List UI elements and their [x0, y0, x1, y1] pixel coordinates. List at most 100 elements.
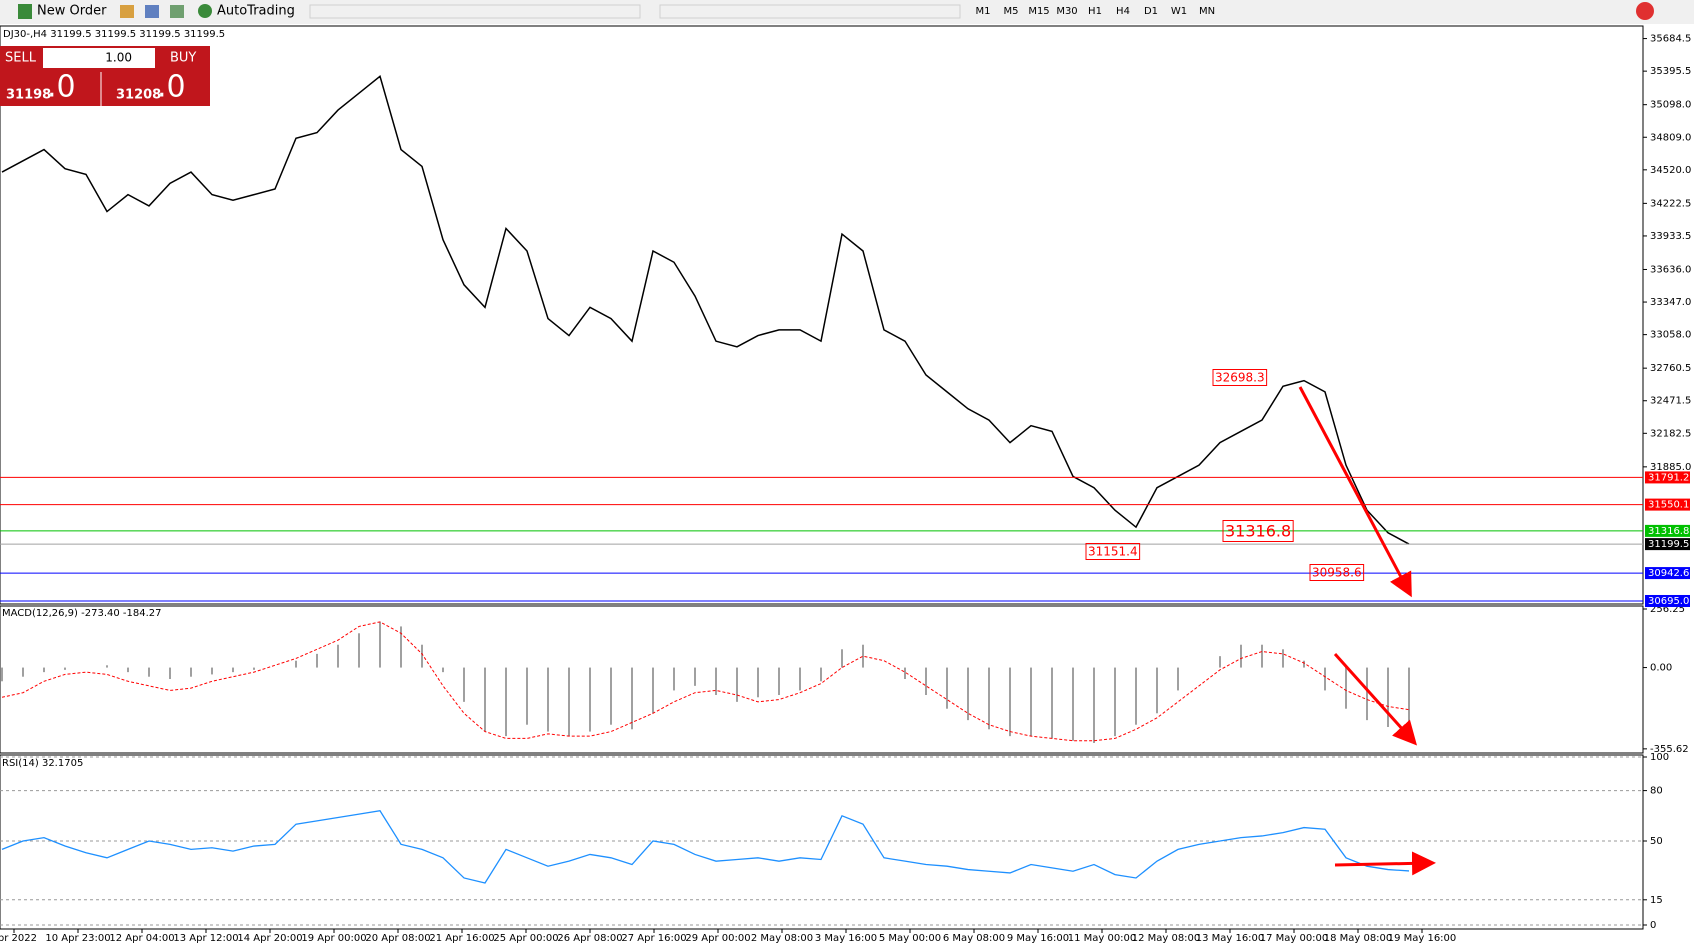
timeframe[interactable]: H1: [1088, 6, 1102, 17]
lot-box[interactable]: [43, 48, 155, 68]
x-tick-label: 27 Apr 16:00: [621, 933, 686, 944]
annotation: 31151.4: [1088, 545, 1138, 559]
x-tick-label: 13 Apr 12:00: [173, 933, 238, 944]
level-label: 31550.1: [1648, 500, 1689, 511]
new-order-icon[interactable]: [18, 4, 32, 19]
sell-button[interactable]: SELL: [5, 51, 37, 66]
tool-group: [659, 4, 961, 19]
x-tick-label: 17 May 00:00: [1260, 933, 1329, 944]
timeframe[interactable]: M30: [1056, 6, 1077, 17]
annotation: 31316.8: [1225, 522, 1291, 541]
y-tick-label: 15: [1650, 895, 1663, 906]
sell-digits[interactable]: .0: [47, 70, 76, 105]
x-tick-label: 9 May 16:00: [1007, 933, 1069, 944]
plot-area: [0, 74, 1643, 926]
level-tag: [1645, 538, 1690, 551]
autotrading[interactable]: AutoTrading: [217, 4, 295, 19]
trend-arrow: [1334, 851, 1436, 876]
x-tick-label: 26 Apr 08:00: [557, 933, 622, 944]
panel-frame: [0, 754, 1644, 930]
x-tick-label: 6 May 08:00: [943, 933, 1005, 944]
icon[interactable]: [120, 5, 134, 18]
icon[interactable]: [170, 5, 184, 18]
annotation-box: [1212, 369, 1268, 386]
x-tick-label: 19 Apr 00:00: [301, 933, 366, 944]
x-tick-label: 5 May 00:00: [879, 933, 941, 944]
level-tag: [1645, 498, 1690, 511]
x-tick-label: 12 May 08:00: [1132, 933, 1201, 944]
x-tick-label: 14 Apr 20:00: [237, 933, 302, 944]
timeframe[interactable]: W1: [1171, 6, 1187, 17]
y-tick-label: 32471.5: [1650, 396, 1691, 407]
indicator-title: RSI(14) 32.1705: [2, 758, 83, 769]
x-tick-label: 10 Apr 23:00: [45, 933, 110, 944]
x-tick-label: 18 May 08:00: [1324, 933, 1393, 944]
signal-line: [1, 621, 1410, 742]
timeframe[interactable]: M15: [1028, 6, 1049, 17]
annotation-box: [1222, 520, 1294, 542]
y-tick-label: 32182.5: [1650, 428, 1691, 439]
y-tick-label: 35684.5: [1650, 34, 1691, 45]
level-label: 30695.0: [1648, 596, 1689, 607]
timeframe[interactable]: H4: [1116, 6, 1130, 17]
x-tick-label: 12 Apr 04:00: [109, 933, 174, 944]
x-tick-label: 2 May 08:00: [751, 933, 813, 944]
y-tick-label: 80: [1650, 786, 1663, 797]
timeframe[interactable]: MN: [1199, 6, 1215, 17]
annotation-box: [1085, 543, 1141, 560]
panel-frame: [0, 605, 1644, 754]
y-tick-label: 34809.0: [1650, 132, 1691, 143]
buy-price[interactable]: 31208: [116, 88, 161, 103]
y-tick-label: 32760.5: [1650, 363, 1691, 374]
indicator-title: MACD(12,26,9) -273.40 -184.27: [2, 608, 162, 619]
level-tag: [1645, 594, 1690, 607]
level-tag: [1645, 524, 1690, 537]
chart-header: DJ30-,H4 31199.5 31199.5 31199.5 31199.5: [3, 29, 225, 40]
y-tick-label: 34520.0: [1650, 165, 1691, 176]
x-tick-label: 20 Apr 08:00: [365, 933, 430, 944]
tool-group: [309, 4, 641, 19]
y-tick-label: -355.62: [1650, 744, 1689, 755]
lot[interactable]: 1.00: [105, 51, 132, 65]
annotation: 30958.6: [1312, 566, 1362, 580]
buy-digits[interactable]: .0: [157, 70, 186, 105]
y-tick-label: 34222.5: [1650, 198, 1691, 209]
y-tick-label: 31885.0: [1650, 462, 1691, 473]
y-tick-label: 0.00: [1650, 663, 1672, 674]
toolbar: [0, 0, 1694, 24]
panel-frame: [0, 25, 1644, 605]
x-tick-label: 25 Apr 00:00: [493, 933, 558, 944]
y-tick-label: 33636.0: [1650, 264, 1691, 275]
level-label: 31316.8: [1648, 526, 1689, 537]
price-line: [1, 74, 1410, 545]
y-tick-label: 35098.0: [1650, 100, 1691, 111]
level-label: 31199.5: [1648, 539, 1689, 550]
buy-button[interactable]: BUY: [170, 51, 196, 66]
y-tick-label: 256.25: [1650, 604, 1685, 615]
x-tick-label: Apr 2022: [0, 933, 37, 944]
level-label: 31791.2: [1648, 472, 1689, 483]
timeframe[interactable]: M1: [976, 6, 991, 17]
trend-arrow: [1333, 652, 1418, 746]
x-tick-label: 19 May 16:00: [1388, 933, 1457, 944]
x-tick-label: 3 May 16:00: [815, 933, 877, 944]
autotrading-icon[interactable]: [198, 4, 212, 18]
alert[interactable]: [1636, 2, 1654, 20]
level-tag: [1645, 471, 1690, 484]
timeframe[interactable]: D1: [1144, 6, 1158, 17]
x-tick-label: 13 May 16:00: [1196, 933, 1265, 944]
y-tick-label: 0: [1650, 920, 1656, 931]
trend-arrow: [1298, 386, 1412, 598]
x-tick-label: 29 Apr 00:00: [685, 933, 750, 944]
sell-price[interactable]: 31198: [6, 88, 51, 103]
icon[interactable]: [145, 5, 159, 18]
new-order[interactable]: New Order: [37, 4, 107, 19]
level-label: 30942.6: [1648, 568, 1689, 579]
timeframe[interactable]: M5: [1004, 6, 1019, 17]
x-tick-label: 11 May 00:00: [1068, 933, 1137, 944]
rsi-line: [1, 810, 1410, 884]
x-tick-label: 21 Apr 16:00: [429, 933, 494, 944]
y-tick-label: 33933.5: [1650, 231, 1691, 242]
y-tick-label: 33347.0: [1650, 297, 1691, 308]
